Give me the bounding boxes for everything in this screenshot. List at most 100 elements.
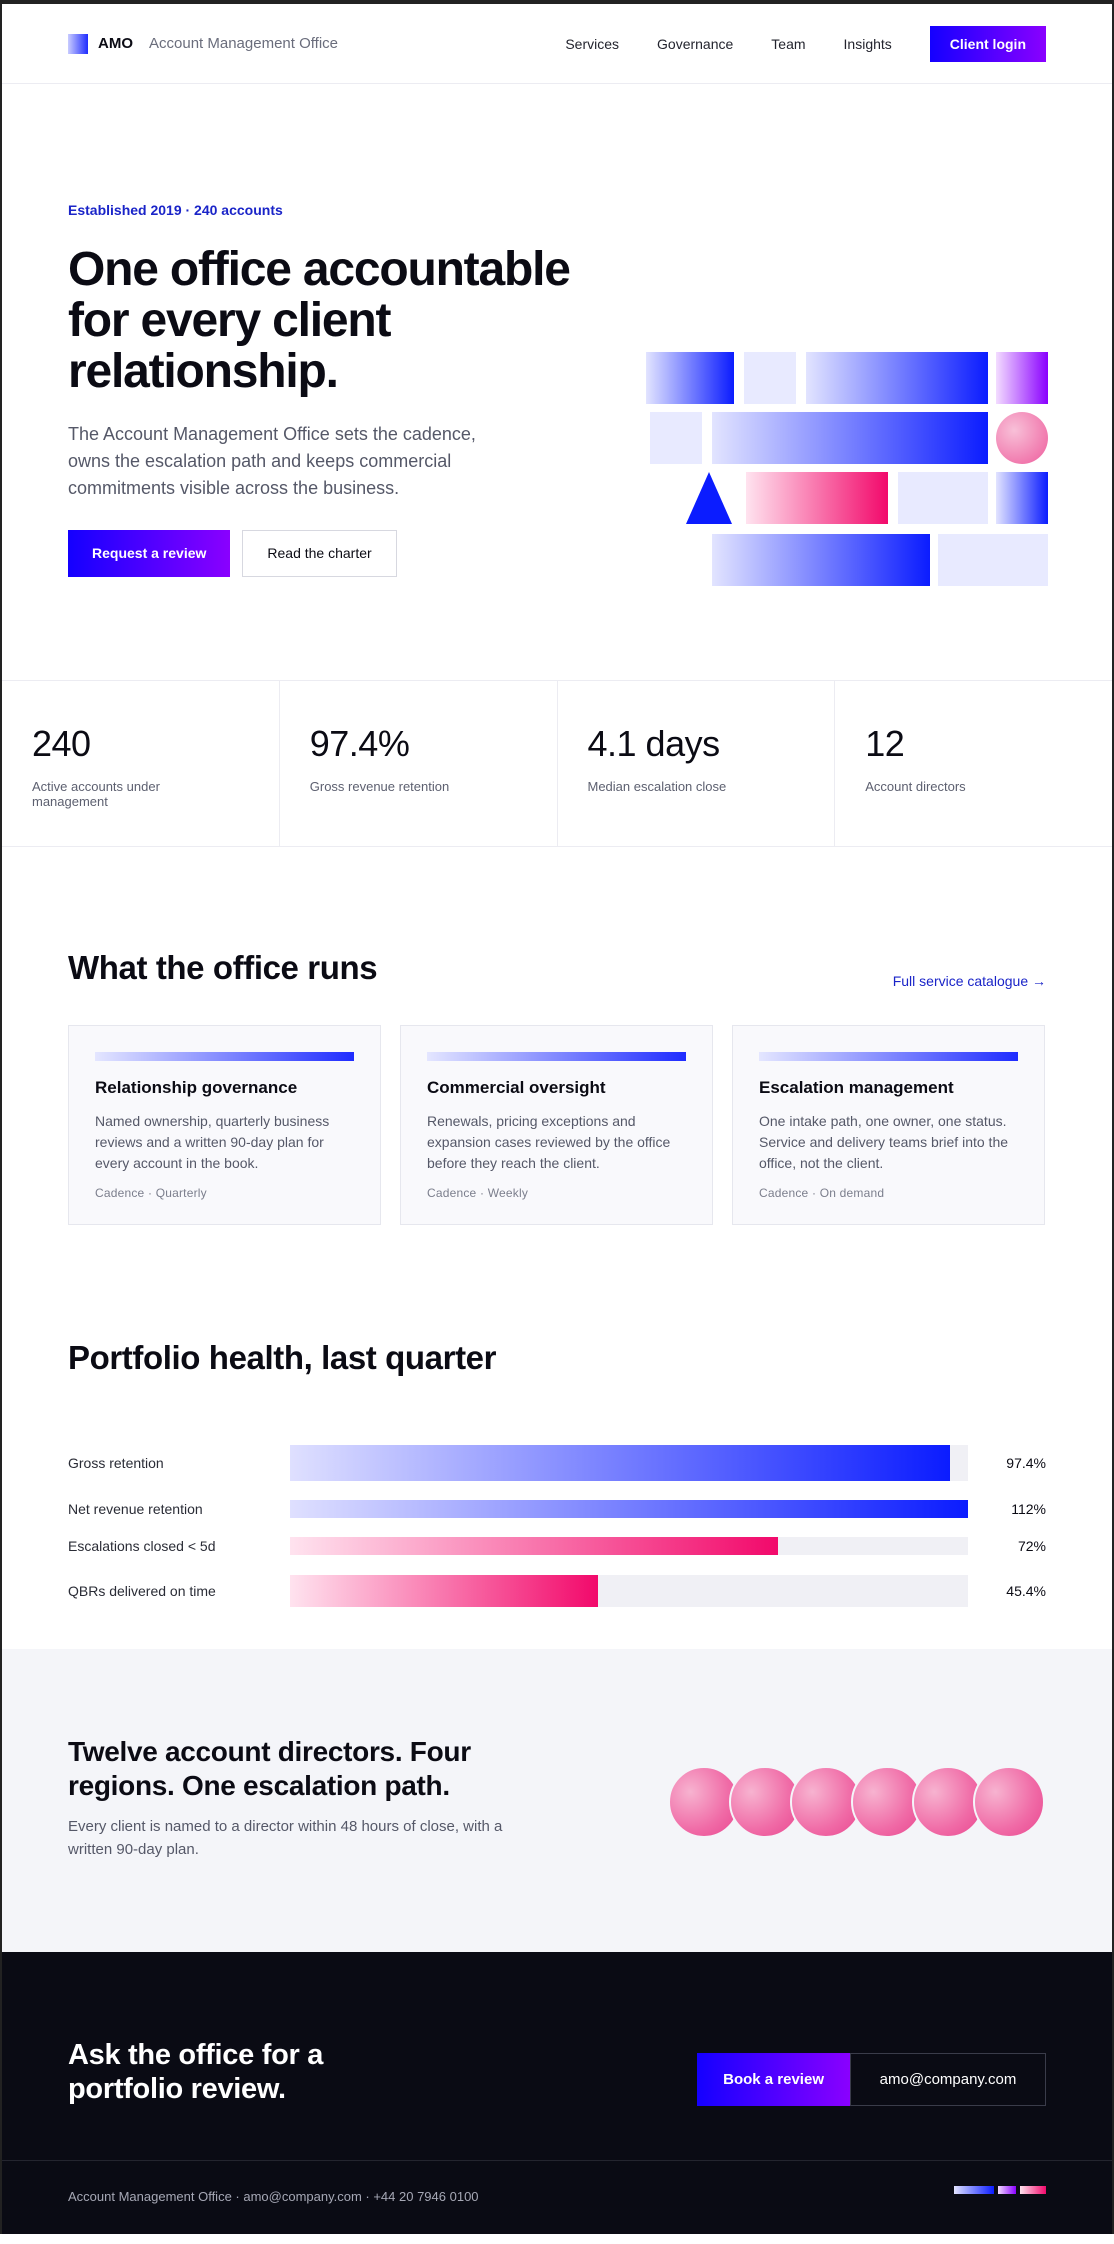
footer-mark <box>954 2186 994 2194</box>
footer-contact: Account Management Office · amo@company.… <box>68 2189 479 2204</box>
main-nav: Services Governance Team Insights Client… <box>565 25 1046 62</box>
bar-fill <box>290 1575 598 1607</box>
bar-value: 72% <box>1017 1538 1046 1554</box>
stat-value: 4.1 days <box>587 723 721 764</box>
card-title: Relationship governance <box>95 1078 298 1097</box>
health-row-escalations: Escalations closed < 5d 72% <box>68 1528 1046 1564</box>
card-accent-bar <box>427 1052 686 1061</box>
card-title: Commercial oversight <box>427 1078 606 1097</box>
brand-logo-icon <box>68 33 88 54</box>
hero-description: The Account Management Office sets the c… <box>68 424 476 498</box>
health-title: Portfolio health, last quarter <box>68 1339 497 1376</box>
directors-text: Every client is named to a director with… <box>68 1818 503 1858</box>
triangle-icon <box>686 472 732 524</box>
stat-label: Active accounts under management <box>32 779 160 809</box>
card-title: Escalation management <box>759 1078 954 1097</box>
service-card-escalation[interactable]: Escalation management One intake path, o… <box>732 1025 1045 1225</box>
cta-section: Ask the office for a portfolio review. B… <box>2 1952 1112 2160</box>
nav-team[interactable]: Team <box>771 35 806 52</box>
art-block <box>712 412 988 464</box>
stat-value: 97.4% <box>309 723 410 764</box>
card-accent-bar <box>759 1052 1018 1061</box>
services-title: What the office runs <box>68 949 378 986</box>
health-row-qbrs: QBRs delivered on time 45.4% <box>68 1573 1046 1609</box>
bar-label: QBRs delivered on time <box>68 1583 216 1599</box>
service-catalogue-link[interactable]: Full service catalogue → <box>892 973 1046 989</box>
bar-label: Escalations closed < 5d <box>68 1538 216 1554</box>
hero-eyebrow: Established 2019 · 240 accounts <box>68 202 283 218</box>
bar-label: Net revenue retention <box>68 1501 203 1517</box>
bar-track <box>290 1575 968 1607</box>
read-charter-button[interactable]: Read the charter <box>242 530 397 577</box>
brand-subtitle: Account Management Office <box>149 35 338 52</box>
art-circle <box>996 412 1048 464</box>
card-cadence: Cadence · Quarterly <box>95 1186 207 1200</box>
hero-illustration <box>646 352 1048 588</box>
avatar <box>790 1766 862 1838</box>
health-row-gross-retention: Gross retention 97.4% <box>68 1445 1046 1481</box>
card-cadence: Cadence · Weekly <box>427 1186 529 1200</box>
services-section: What the office runs Full service catalo… <box>2 847 1112 1253</box>
stat-value: 240 <box>32 723 91 764</box>
art-block <box>646 352 734 404</box>
bar-value: 97.4% <box>1006 1455 1046 1471</box>
bar-track <box>290 1500 968 1518</box>
footer-mark <box>998 2186 1016 2194</box>
art-block <box>806 352 988 404</box>
book-review-button[interactable]: Book a review <box>697 2053 850 2106</box>
art-block <box>744 352 796 404</box>
art-block <box>650 412 702 464</box>
bar-value: 45.4% <box>1006 1583 1046 1599</box>
stat-label: Account directors <box>865 779 966 794</box>
health-row-net-revenue: Net revenue retention 112% <box>68 1491 1046 1527</box>
director-avatars <box>668 1766 1048 1838</box>
card-cadence: Cadence · On demand <box>759 1186 885 1200</box>
cta-title: Ask the office for a portfolio review. <box>68 2039 324 2105</box>
client-login-button[interactable]: Client login <box>929 25 1046 62</box>
stat-accounts: 240 Active accounts under management <box>2 681 280 846</box>
service-card-commercial[interactable]: Commercial oversight Renewals, pricing e… <box>400 1025 713 1225</box>
service-card-governance[interactable]: Relationship governance Named ownership,… <box>68 1025 381 1225</box>
stat-label: Median escalation close <box>587 779 727 794</box>
art-block <box>898 472 988 524</box>
stat-retention: 97.4% Gross revenue retention <box>280 681 558 846</box>
bar-fill <box>290 1445 951 1481</box>
card-text: Renewals, pricing exceptions and expansi… <box>427 1113 671 1171</box>
footer-brand-marks <box>954 2186 1046 2194</box>
footer-mark <box>1020 2186 1046 2194</box>
avatar <box>973 1766 1045 1838</box>
nav-governance[interactable]: Governance <box>657 35 734 52</box>
stat-escalation: 4.1 days Median escalation close <box>558 681 836 846</box>
bar-track <box>290 1445 968 1481</box>
card-text: One intake path, one owner, one status. … <box>759 1113 1009 1171</box>
avatar <box>912 1766 984 1838</box>
avatar <box>668 1766 740 1838</box>
brand[interactable]: AMO Account Management Office <box>68 33 338 54</box>
bar-value: 112% <box>1011 1501 1046 1517</box>
art-block <box>938 534 1048 586</box>
email-button[interactable]: amo@company.com <box>850 2053 1046 2106</box>
site-header: AMO Account Management Office Services G… <box>2 4 1112 84</box>
art-block <box>712 534 930 586</box>
stat-label: Gross revenue retention <box>309 779 450 794</box>
bar-label: Gross retention <box>68 1455 164 1471</box>
hero-section: Established 2019 · 240 accounts One offi… <box>2 84 1112 681</box>
art-block <box>996 472 1048 524</box>
directors-section: Twelve account directors. Four regions. … <box>2 1649 1112 1952</box>
nav-services[interactable]: Services <box>565 35 620 52</box>
stat-value: 12 <box>865 723 905 764</box>
card-accent-bar <box>95 1052 354 1061</box>
bar-fill <box>290 1500 968 1518</box>
bar-fill <box>290 1537 779 1555</box>
request-review-button[interactable]: Request a review <box>68 530 231 577</box>
portfolio-health-section: Portfolio health, last quarter Gross ret… <box>2 1253 1112 1649</box>
art-block <box>746 472 888 524</box>
stat-directors: 12 Account directors <box>835 681 1112 846</box>
nav-insights[interactable]: Insights <box>843 35 892 52</box>
stats-row: 240 Active accounts under management 97.… <box>2 681 1112 847</box>
bar-track <box>290 1537 968 1555</box>
directors-title: Twelve account directors. Four regions. … <box>68 1736 471 1801</box>
card-text: Named ownership, quarterly business revi… <box>95 1113 330 1171</box>
site-footer: Account Management Office · amo@company.… <box>2 2160 1112 2234</box>
hero-title: One office accountable for every client … <box>68 243 571 398</box>
